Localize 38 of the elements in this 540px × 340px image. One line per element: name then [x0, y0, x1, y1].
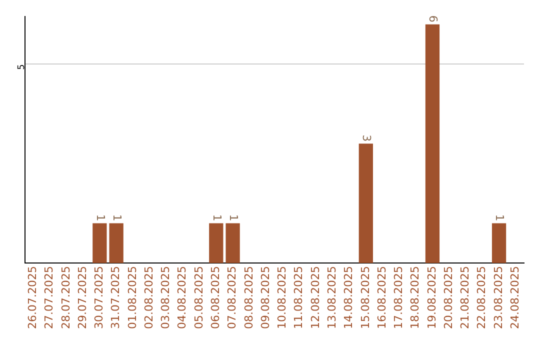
x-tick-label: 29.07.2025 — [76, 266, 89, 330]
x-tick-label: 06.08.2025 — [209, 266, 222, 330]
x-tick-label: 22.08.2025 — [475, 266, 488, 330]
x-tick-label: 16.08.2025 — [375, 266, 388, 330]
x-tick-label: 19.08.2025 — [425, 266, 438, 330]
data-label: 1 — [94, 214, 107, 222]
x-tick-label: 12.08.2025 — [308, 266, 322, 330]
data-label: 1 — [110, 214, 124, 222]
x-tick-label: 26.07.2025 — [26, 266, 39, 330]
x-tick-label: 07.08.2025 — [226, 266, 239, 330]
x-tick-label: 17.08.2025 — [392, 266, 406, 330]
x-tick-label: 02.08.2025 — [142, 266, 156, 330]
x-tick-label: 13.08.2025 — [325, 266, 338, 330]
x-tick-label: 09.08.2025 — [258, 266, 272, 330]
x-tick-label: 18.08.2025 — [408, 266, 422, 330]
data-label: 1 — [226, 214, 240, 222]
x-tick-label: 30.07.2025 — [92, 266, 106, 330]
data-label: 1 — [493, 214, 506, 222]
data-label: 1 — [210, 214, 224, 222]
x-tick-label: 11.08.2025 — [292, 266, 306, 330]
x-tick-label: 01.08.2025 — [126, 266, 139, 330]
x-tick-label: 14.08.2025 — [342, 266, 356, 330]
x-tick-label: 31.07.2025 — [109, 266, 122, 330]
x-tick-label: 23.08.2025 — [492, 266, 505, 330]
x-tick-label: 08.08.2025 — [242, 266, 256, 330]
x-tick-label: 20.08.2025 — [442, 266, 455, 330]
x-tick-label: 10.08.2025 — [276, 266, 289, 330]
x-tick-label: 27.07.2025 — [42, 266, 56, 330]
x-tick-label: 24.08.2025 — [508, 266, 522, 330]
data-label: 3 — [360, 134, 374, 142]
x-tick-label: 03.08.2025 — [159, 266, 172, 330]
y-tick-label: 5 — [17, 64, 28, 70]
x-tick-label: 04.08.2025 — [176, 266, 189, 330]
x-tick-label: 28.07.2025 — [59, 266, 72, 330]
x-tick-label: 21.08.2025 — [458, 266, 472, 330]
x-tick-label: 15.08.2025 — [358, 266, 372, 330]
data-label: 6 — [426, 15, 440, 22]
x-tick-label: 05.08.2025 — [192, 266, 206, 330]
